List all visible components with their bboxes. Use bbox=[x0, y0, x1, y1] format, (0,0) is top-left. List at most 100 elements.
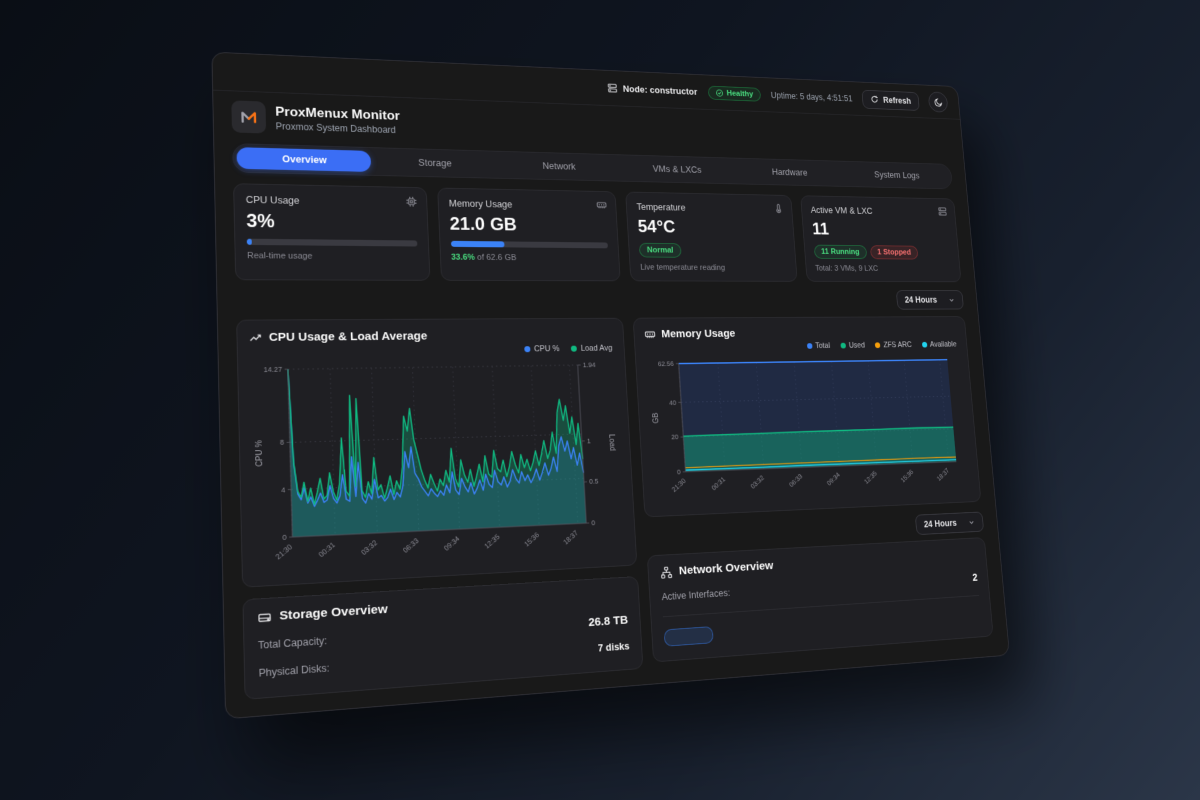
node-label: Node: constructor bbox=[622, 83, 698, 97]
temperature-status-badge: Normal bbox=[638, 242, 682, 258]
svg-text:09:34: 09:34 bbox=[443, 535, 461, 552]
svg-text:GB: GB bbox=[651, 413, 660, 424]
stat-cards-row: CPU Usage 3% Real-time usage Memory Usag… bbox=[233, 183, 962, 283]
refresh-button[interactable]: Refresh bbox=[861, 89, 920, 111]
memory-caption: 33.6% of 62.6 GB bbox=[451, 252, 517, 263]
refresh-icon bbox=[870, 95, 879, 104]
vm-count-value: 11 bbox=[811, 219, 830, 239]
servers-icon bbox=[937, 206, 947, 216]
node-info: Node: constructor bbox=[607, 83, 698, 97]
network-title: Network Overview bbox=[678, 559, 774, 578]
active-interfaces-value: 2 bbox=[971, 571, 978, 584]
svg-text:03:32: 03:32 bbox=[360, 539, 379, 557]
svg-text:4: 4 bbox=[281, 487, 286, 495]
svg-text:0: 0 bbox=[282, 534, 287, 542]
tilted-scene: Node: constructor Healthy Uptime: 5 days… bbox=[211, 51, 1010, 720]
memory-chart-legend: Total Used ZFS ARC Available bbox=[645, 340, 957, 352]
health-badge: Healthy bbox=[707, 85, 761, 102]
cpu-value: 3% bbox=[246, 210, 275, 232]
trending-up-icon bbox=[249, 331, 263, 344]
memory-progress-bar bbox=[450, 240, 609, 249]
network-overview-card: Network Overview Active Interfaces: 2 bbox=[646, 537, 994, 663]
svg-text:0.5: 0.5 bbox=[589, 479, 599, 486]
memory-usage-card: Memory Usage 21.0 GB 33.6% of 62.6 GB bbox=[436, 187, 621, 282]
stat-title: CPU Usage bbox=[245, 194, 300, 207]
svg-text:21:30: 21:30 bbox=[275, 543, 295, 561]
storage-overview-card: Storage Overview Total Capacity: 26.8 TB… bbox=[242, 576, 644, 700]
svg-text:14.27: 14.27 bbox=[263, 366, 282, 374]
cpu-usage-card: CPU Usage 3% Real-time usage bbox=[233, 183, 430, 281]
svg-text:12:35: 12:35 bbox=[863, 470, 878, 486]
tab-storage[interactable]: Storage bbox=[418, 157, 452, 169]
svg-text:CPU %: CPU % bbox=[254, 440, 265, 467]
tab-network[interactable]: Network bbox=[542, 160, 576, 172]
svg-text:20: 20 bbox=[671, 434, 679, 441]
page-subtitle: Proxmox System Dashboard bbox=[275, 120, 397, 136]
svg-text:00:31: 00:31 bbox=[711, 476, 727, 492]
tab-hardware[interactable]: Hardware bbox=[771, 167, 808, 178]
tab-vms-lxcs[interactable]: VMs & LXCs bbox=[652, 163, 702, 176]
svg-text:1.94: 1.94 bbox=[583, 362, 596, 369]
interface-badge bbox=[663, 626, 714, 647]
svg-text:15:36: 15:36 bbox=[523, 531, 541, 548]
vm-caption: Total: 3 VMs, 9 LXC bbox=[814, 264, 879, 273]
chart-title: CPU Usage & Load Average bbox=[268, 329, 428, 345]
cpu-icon bbox=[405, 196, 417, 207]
check-circle-icon bbox=[715, 88, 724, 97]
total-capacity-value: 26.8 TB bbox=[588, 613, 629, 630]
app-logo bbox=[231, 100, 267, 134]
network-icon bbox=[660, 565, 673, 579]
charts-section: CPU Usage & Load Average CPU % Load Avg … bbox=[236, 316, 994, 700]
svg-text:06:33: 06:33 bbox=[788, 473, 804, 489]
hard-drive-icon bbox=[257, 610, 272, 625]
chart-title: Memory Usage bbox=[660, 327, 736, 341]
tab-system-logs[interactable]: System Logs bbox=[873, 169, 920, 181]
svg-text:15:36: 15:36 bbox=[900, 469, 915, 485]
svg-text:8: 8 bbox=[280, 440, 285, 448]
memory-icon bbox=[644, 328, 656, 340]
time-range-select[interactable]: 24 Hours bbox=[895, 290, 964, 310]
server-icon bbox=[607, 83, 618, 94]
svg-text:06:33: 06:33 bbox=[402, 537, 421, 555]
temperature-caption: Live temperature reading bbox=[640, 263, 726, 273]
tab-overview[interactable]: Overview bbox=[236, 147, 372, 172]
cpu-caption: Real-time usage bbox=[247, 251, 313, 261]
dashboard-window: Node: constructor Healthy Uptime: 5 days… bbox=[211, 51, 1010, 720]
uptime-text: Uptime: 5 days, 4:51:51 bbox=[770, 90, 853, 104]
chevron-down-icon bbox=[948, 296, 955, 304]
stopped-badge: 1 Stopped bbox=[869, 245, 919, 260]
svg-text:40: 40 bbox=[669, 400, 677, 407]
cpu-chart-legend: CPU % Load Avg bbox=[249, 344, 613, 357]
svg-text:21:30: 21:30 bbox=[671, 478, 687, 494]
memory-value: 21.0 GB bbox=[449, 213, 518, 235]
temperature-value: 54°C bbox=[637, 216, 676, 237]
proxmenux-m-icon bbox=[238, 107, 260, 128]
thermometer-icon bbox=[773, 203, 784, 214]
svg-text:0: 0 bbox=[677, 469, 681, 476]
chevron-down-icon bbox=[968, 518, 976, 526]
moon-icon bbox=[933, 97, 942, 107]
stat-title: Memory Usage bbox=[448, 198, 513, 210]
time-selector-row: 24 Hours bbox=[236, 290, 964, 312]
storage-title: Storage Overview bbox=[279, 602, 388, 624]
temperature-card: Temperature 54°C Normal Live temperature… bbox=[625, 191, 798, 282]
svg-text:0: 0 bbox=[591, 520, 595, 527]
cpu-load-chart-card: CPU Usage & Load Average CPU % Load Avg … bbox=[236, 317, 638, 588]
cpu-progress-bar bbox=[246, 238, 418, 247]
memory-icon bbox=[596, 200, 607, 211]
svg-text:12:35: 12:35 bbox=[484, 533, 502, 550]
svg-text:00:31: 00:31 bbox=[318, 541, 337, 559]
svg-text:03:32: 03:32 bbox=[750, 475, 766, 491]
time-range-select-2[interactable]: 24 Hours bbox=[914, 511, 985, 536]
running-badge: 11 Running bbox=[813, 244, 868, 260]
active-vm-lxc-card: Active VM & LXC 11 11 Running 1 Stopped … bbox=[799, 195, 962, 283]
memory-chart: 21:30 00:31 03:32 06:33 09:34 12:35 15:36 18:37… bbox=[651, 351, 968, 494]
stat-title: Temperature bbox=[636, 201, 686, 213]
theme-toggle-button[interactable] bbox=[927, 91, 949, 113]
svg-text:09:34: 09:34 bbox=[826, 472, 841, 488]
cpu-load-chart: 21:30 00:31 03:32 06:33 09:34 12:35 15:36 18:37… bbox=[254, 362, 617, 561]
stat-title: Active VM & LXC bbox=[810, 205, 873, 216]
svg-text:1: 1 bbox=[587, 438, 591, 445]
physical-disks-value: 7 disks bbox=[597, 640, 630, 654]
svg-text:18:37: 18:37 bbox=[563, 530, 580, 547]
